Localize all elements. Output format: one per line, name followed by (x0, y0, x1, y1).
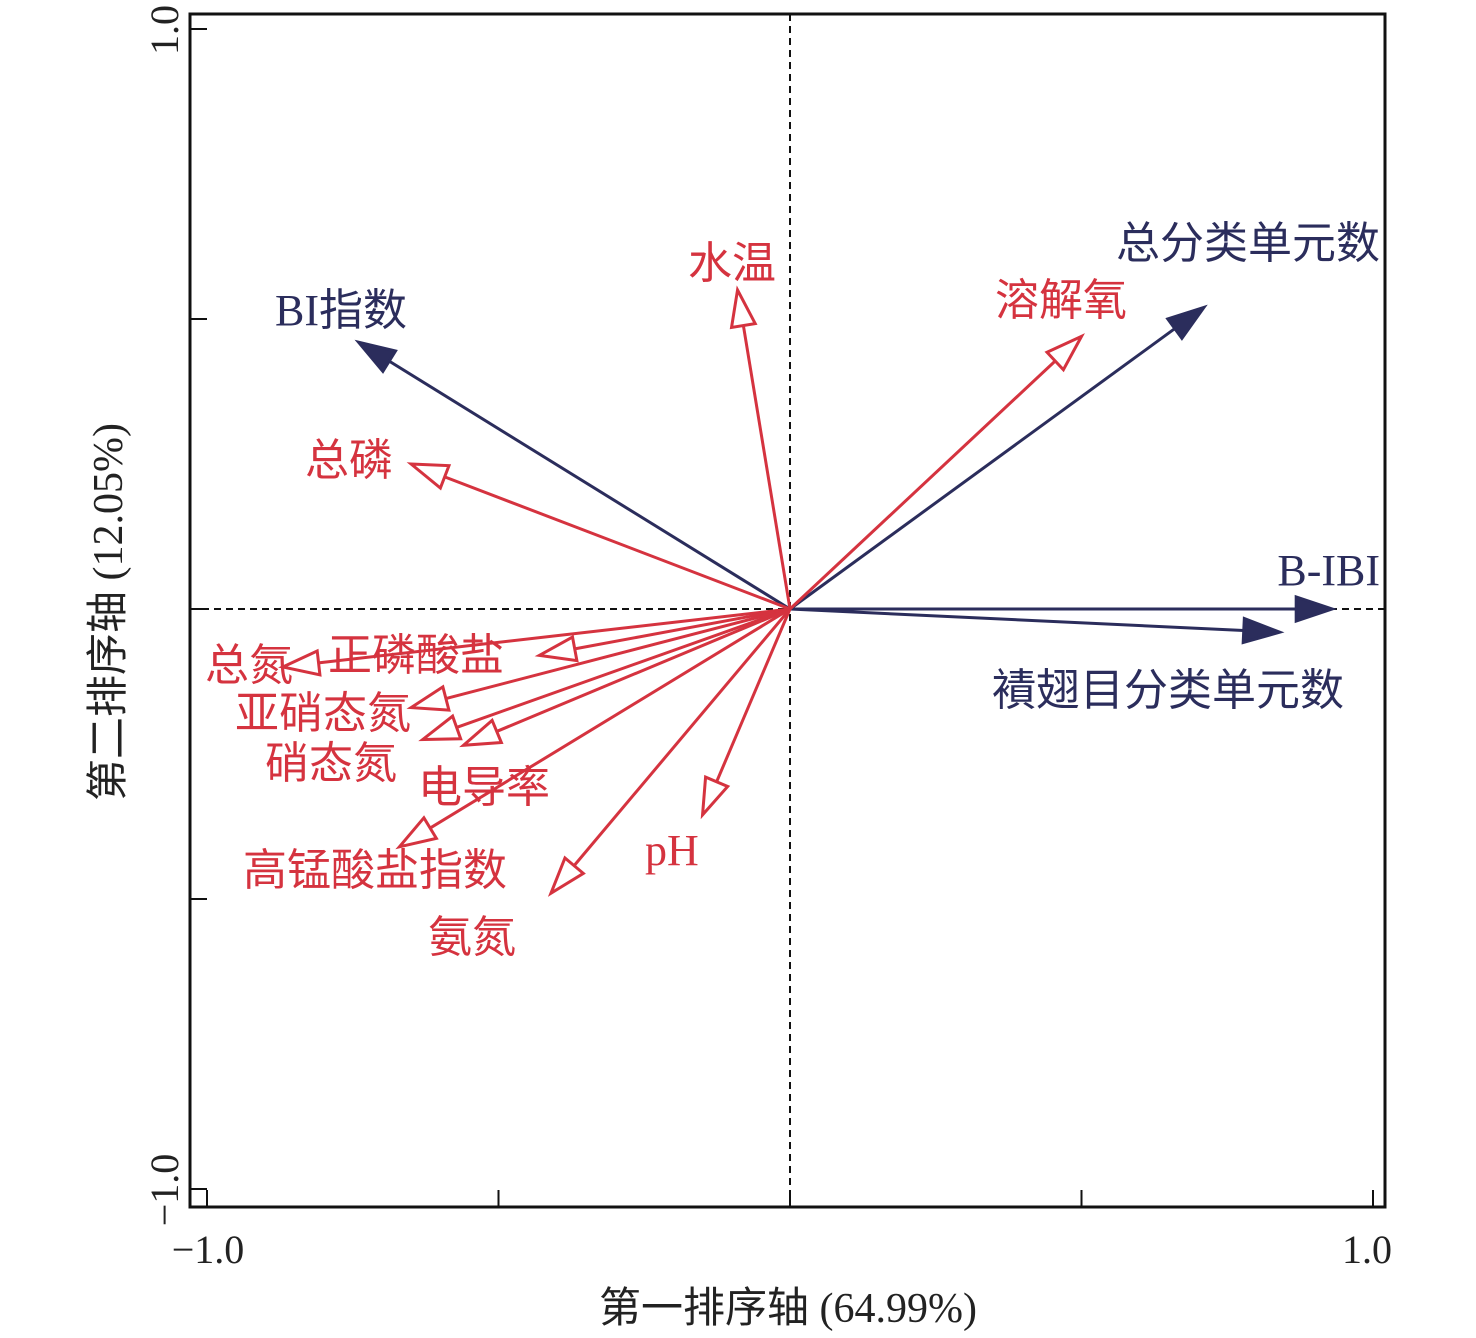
arrow-label-2: 总分类单元数 (1116, 219, 1380, 268)
arrow-head (1165, 304, 1208, 341)
arrow-3 (354, 339, 791, 611)
arrow-label-6: 总磷 (305, 436, 393, 485)
arrow-2 (789, 304, 1208, 611)
arrow-label-14: pH (645, 826, 699, 875)
arrow-head (1241, 616, 1285, 645)
y-axis-title: 第二排序轴 (12.05%) (86, 423, 132, 801)
arrow-head (406, 462, 452, 491)
arrow-13 (547, 608, 792, 897)
arrow-label-12: 高锰酸盐指数 (243, 846, 507, 895)
arrow-shaft (429, 607, 791, 830)
y-tick-label-max: 1.0 (142, 5, 187, 55)
arrow-8 (534, 607, 791, 663)
arrow-label-5: 溶解氧 (995, 276, 1127, 325)
arrow-head (406, 684, 451, 712)
arrow-head (354, 339, 398, 374)
arrow-label-10: 硝态氮 (265, 739, 397, 788)
arrow-head (700, 774, 731, 820)
arrow-0 (790, 594, 1337, 624)
arrow-label-8: 正磷酸盐 (328, 631, 504, 680)
arrow-12 (395, 607, 791, 850)
arrow-11 (459, 607, 791, 748)
arrow-shaft (788, 359, 1057, 611)
arrow-14 (700, 608, 792, 820)
plot-frame (188, 12, 1387, 1209)
arrow-label-1: 襀翅目分类单元数 (992, 666, 1344, 715)
arrow-label-7: 总氮 (205, 641, 293, 690)
arrow-shaft (715, 608, 792, 783)
arrow-shaft (444, 475, 791, 611)
arrow-head (547, 855, 586, 897)
arrow-shaft (789, 607, 1244, 632)
arrow-head (278, 648, 322, 677)
arrow-shaft (574, 607, 791, 651)
arrow-label-0: B-IBI (1277, 546, 1380, 595)
arrow-1 (789, 607, 1285, 645)
arrow-shaft (318, 607, 791, 665)
x-tick-label-min: −1.0 (172, 1227, 245, 1272)
arrow-5 (788, 333, 1085, 611)
arrow-head (729, 285, 758, 330)
arrow-7 (278, 607, 791, 677)
arrow-head (534, 634, 579, 663)
arrow-head (1044, 333, 1085, 373)
arrow-head (1294, 594, 1337, 624)
arrow-6 (406, 462, 791, 611)
arrow-shaft (741, 325, 792, 610)
arrow-shaft (388, 359, 791, 611)
arrow-4 (729, 285, 792, 610)
arrow-9 (406, 607, 791, 712)
arrow-label-3: BI指数 (275, 286, 407, 335)
arrow-label-9: 亚硝态氮 (235, 689, 411, 738)
arrow-shaft (572, 608, 792, 867)
arrow-shaft (789, 327, 1176, 611)
arrow-label-11: 电导率 (418, 763, 550, 812)
arrow-10 (418, 607, 791, 742)
x-tick-label-max: 1.0 (1342, 1227, 1392, 1272)
arrow-head (395, 815, 439, 850)
arrow-label-4: 水温 (688, 239, 776, 288)
arrow-shaft (496, 607, 791, 733)
arrow-label-13: 氨氮 (428, 913, 516, 962)
arrow-head (459, 717, 504, 748)
arrow-shaft (445, 607, 791, 700)
y-tick-label-min: −1.0 (142, 1154, 187, 1227)
arrow-shaft (456, 607, 791, 729)
arrow-head (418, 713, 463, 742)
x-axis-title: 第一排序轴 (64.99%) (599, 1286, 977, 1332)
